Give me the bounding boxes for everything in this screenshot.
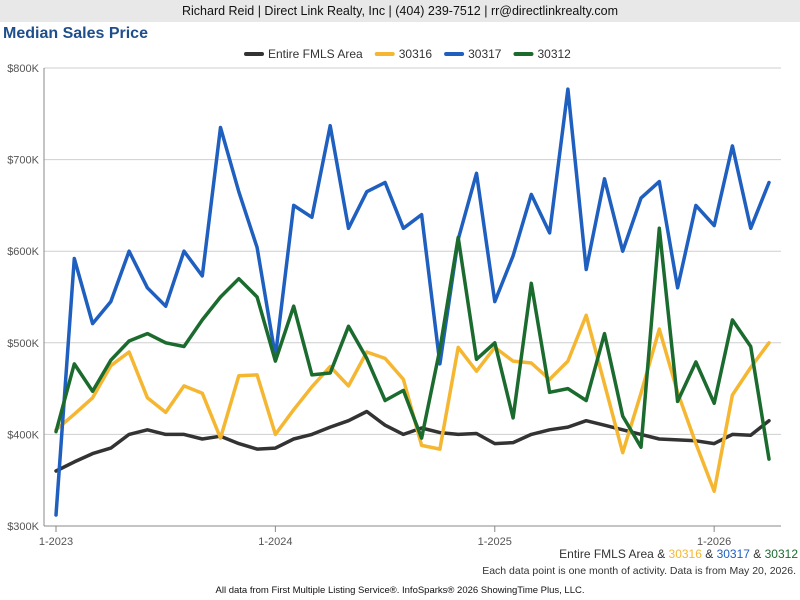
x-tick-label: 1-2026 xyxy=(697,536,731,548)
agent-contact-header: Richard Reid | Direct Link Realty, Inc |… xyxy=(0,0,800,22)
series-footer-part: 30317 xyxy=(716,547,750,561)
series-footer-part: & xyxy=(749,547,765,561)
series-footer: Entire FMLS Area & 30316 & 30317 & 30312 xyxy=(559,547,798,561)
y-tick-label: $400K xyxy=(7,429,39,441)
series-line xyxy=(54,226,771,461)
y-tick-label: $500K xyxy=(7,338,39,350)
y-tick-label: $300K xyxy=(7,521,39,533)
data-note: Each data point is one month of activity… xyxy=(482,565,796,577)
chart-axes: $300K $400K $500K $600K $700K $800K 1-2023 1-20… xyxy=(7,63,731,548)
legend-label: Entire FMLS Area xyxy=(268,47,363,61)
chart-series-lines xyxy=(54,87,771,517)
y-tick-label: $600K xyxy=(7,246,39,258)
data-source: All data from First Multiple Listing Ser… xyxy=(215,585,585,596)
legend-label: 30312 xyxy=(537,47,571,61)
chart-legend: Entire FMLS Area 30316 30317 30312 xyxy=(244,47,571,61)
series-line xyxy=(54,87,771,517)
x-tick-label: 1-2024 xyxy=(258,536,292,548)
x-tick-label: 1-2023 xyxy=(39,536,73,548)
y-tick-label: $800K xyxy=(7,63,39,75)
series-line xyxy=(54,409,771,473)
series-footer-part: Entire FMLS Area xyxy=(559,547,654,561)
chart-title: Median Sales Price xyxy=(3,25,148,42)
y-tick-label: $700K xyxy=(7,155,39,167)
series-footer-part: 30316 xyxy=(668,547,702,561)
legend-label: 30316 xyxy=(399,47,433,61)
legend-label: 30317 xyxy=(468,47,502,61)
series-footer-part: & xyxy=(653,547,669,561)
series-footer-part: & xyxy=(701,547,717,561)
x-tick-label: 1-2025 xyxy=(478,536,512,548)
series-footer-part: 30312 xyxy=(764,547,798,561)
